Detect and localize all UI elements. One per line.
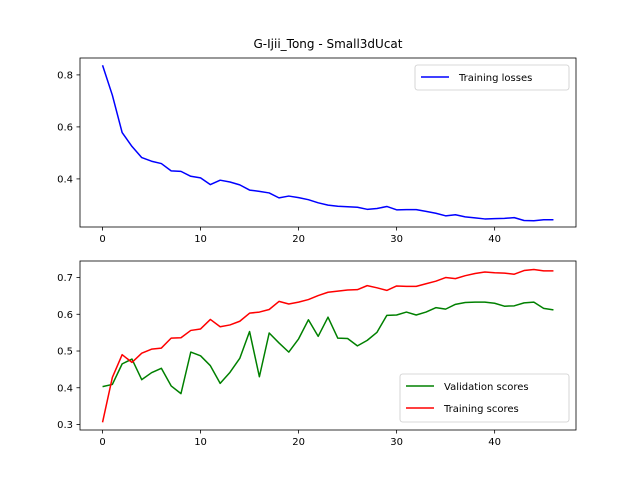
legend-label: Training losses	[458, 73, 532, 84]
x-tick-label: 30	[390, 234, 403, 245]
x-tick-label: 40	[488, 437, 501, 448]
series-line-training_scores	[101, 268, 554, 423]
chart-title: G-Ijii_Tong - Small3dUcat	[253, 37, 402, 51]
subplot-1: 0 10 20 30 40 0.4 0.6 0.8 Training losses	[57, 57, 577, 245]
axes-frame	[79, 260, 577, 431]
axes-frame	[79, 57, 577, 228]
y-tick-label: 0.3	[57, 420, 73, 431]
y-tick-label: 0.6	[57, 122, 73, 133]
y-tick-label: 0.6	[57, 310, 73, 321]
y-tick-label: 0.8	[57, 70, 73, 81]
y-tick-label: 0.5	[57, 347, 73, 358]
legend-box	[414, 64, 570, 91]
legend-label: Training scores	[443, 404, 519, 415]
plots: 0 10 20 30 40 0.4 0.6 0.8 Training losses 0 10 20 30…	[57, 57, 577, 448]
x-tick-label: 20	[292, 437, 305, 448]
legend-label: Validation scores	[444, 382, 529, 393]
legend: Validation scores Training scores	[399, 373, 570, 423]
series-line-losses	[101, 65, 554, 222]
x-tick-label: 10	[194, 234, 207, 245]
subplot-2: 0 10 20 30 40 0.3 0.4 0.5 0.6 0.7 Validation score…	[57, 260, 577, 448]
x-tick-label: 0	[99, 437, 105, 448]
series-line-validation	[102, 301, 554, 395]
legend-box	[399, 373, 570, 423]
y-tick-label: 0.4	[57, 383, 73, 394]
series-group	[101, 65, 554, 222]
x-tick-label: 30	[390, 437, 403, 448]
x-tick-label: 20	[292, 234, 305, 245]
y-tick-label: 0.4	[57, 174, 73, 185]
x-tick-label: 0	[99, 234, 105, 245]
legend: Training losses	[414, 64, 570, 91]
x-tick-label: 10	[194, 437, 207, 448]
series-group	[101, 268, 554, 423]
x-tick-label: 40	[488, 234, 501, 245]
y-tick-label: 0.7	[57, 273, 73, 284]
